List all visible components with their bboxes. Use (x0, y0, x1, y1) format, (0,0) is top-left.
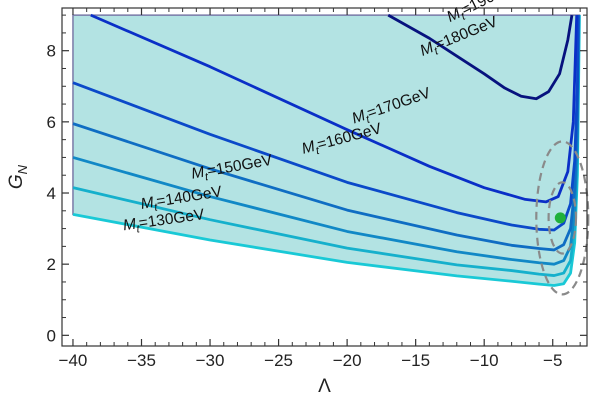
best-fit-point (554, 212, 566, 224)
curve-label-symbol: M (139, 194, 154, 213)
plot-area: Mt=130GeVMt=140GeVMt=150GeVMt=160GeVMt=1… (72, 0, 590, 296)
plot-frame (61, 7, 588, 347)
curve-label-symbol: M (122, 216, 137, 235)
series-line-4 (72, 15, 580, 232)
series-line-5 (90, 13, 579, 204)
axes: −40 −35 −30 −25 −20 −15 −10 −5 0 2 4 6 8 (47, 7, 588, 370)
x-axis-title: Λ (318, 376, 331, 397)
curve-label-subscript: t (136, 223, 142, 235)
y-tick-label: 8 (47, 42, 56, 61)
y-axis-title-sub: N (15, 164, 30, 174)
y-tick-label: 6 (47, 113, 56, 132)
x-tick-label: −5 (543, 351, 562, 370)
x-tick-label: −10 (470, 351, 499, 370)
series-line-3 (72, 15, 580, 252)
x-tick-label: −40 (59, 351, 88, 370)
curve-label-subscript: t (365, 113, 373, 126)
confidence-ellipse-1 (535, 140, 590, 296)
series-line-6 (387, 13, 574, 101)
curve-label-symbol: M (418, 39, 436, 60)
x-tick-label: −35 (127, 351, 156, 370)
curve-label-symbol: M (300, 138, 317, 158)
y-axis-title-main: G (6, 174, 27, 189)
curve-label-symbol: M (350, 107, 368, 127)
y-tick-label: 0 (47, 326, 56, 345)
x-tick-label: −20 (333, 351, 362, 370)
x-tick-label: −25 (264, 351, 293, 370)
x-tick-label: −15 (401, 351, 430, 370)
curve-label-subscript: t (314, 145, 321, 158)
curve-label-subscript: t (459, 10, 468, 23)
x-tick-label: −30 (196, 351, 225, 370)
curve-label-subscript: t (153, 201, 159, 213)
y-tick-label: 2 (47, 255, 56, 274)
y-axis-title: GN (6, 164, 30, 189)
curve-label-symbol: M (190, 164, 206, 183)
confidence-ellipse-0 (547, 181, 578, 255)
curve-label-subscript: t (204, 171, 210, 184)
y-tick-label: 4 (47, 184, 56, 203)
curve-label-subscript: t (433, 45, 441, 58)
